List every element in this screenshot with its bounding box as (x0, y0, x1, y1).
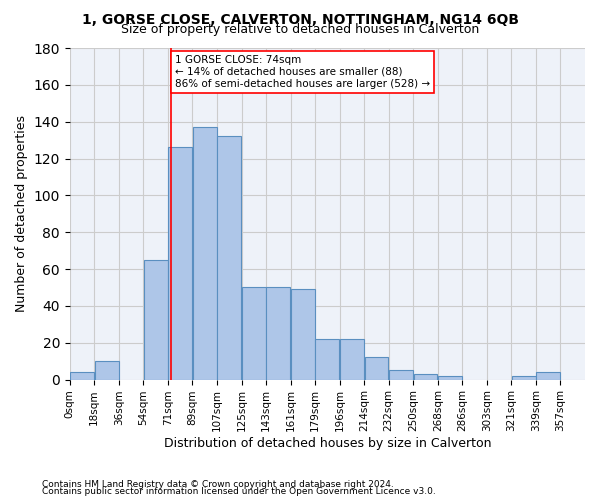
Bar (217, 136, 241, 380)
Text: 1, GORSE CLOSE, CALVERTON, NOTTINGHAM, NG14 6QB: 1, GORSE CLOSE, CALVERTON, NOTTINGHAM, N… (82, 12, 518, 26)
Text: 1 GORSE CLOSE: 74sqm
← 14% of detached houses are smaller (88)
86% of semi-detac: 1 GORSE CLOSE: 74sqm ← 14% of detached h… (175, 56, 430, 88)
Bar (168, 148, 192, 380)
Bar (193, 127, 217, 380)
Bar (70, 372, 94, 380)
Text: Size of property relative to detached houses in Calverton: Size of property relative to detached ho… (121, 22, 479, 36)
Bar (438, 376, 462, 380)
Bar (365, 358, 388, 380)
Bar (95, 361, 119, 380)
Bar (389, 370, 413, 380)
Bar (291, 290, 315, 380)
Bar (340, 339, 364, 380)
Text: Contains HM Land Registry data © Crown copyright and database right 2024.: Contains HM Land Registry data © Crown c… (42, 480, 394, 489)
Bar (316, 339, 340, 380)
Bar (266, 288, 290, 380)
Bar (536, 372, 560, 380)
Bar (144, 260, 167, 380)
Y-axis label: Number of detached properties: Number of detached properties (15, 116, 28, 312)
Bar (242, 288, 266, 380)
Bar (512, 376, 536, 380)
Bar (413, 374, 437, 380)
X-axis label: Distribution of detached houses by size in Calverton: Distribution of detached houses by size … (164, 437, 491, 450)
Text: Contains public sector information licensed under the Open Government Licence v3: Contains public sector information licen… (42, 487, 436, 496)
